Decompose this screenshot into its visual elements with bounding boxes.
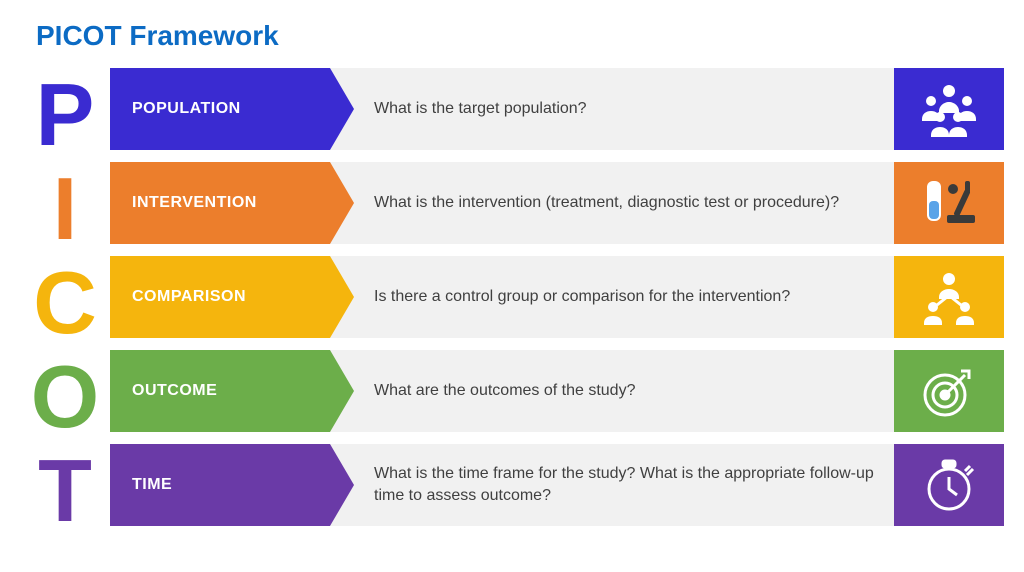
- letter-o: O: [20, 350, 110, 444]
- compare-icon: [894, 256, 1004, 338]
- label-arrow: COMPARISON: [110, 256, 330, 338]
- page-title: PICOT Framework: [0, 0, 1024, 68]
- arrow-icon: [330, 162, 354, 244]
- target-icon: [894, 350, 1004, 432]
- letter-p: P: [20, 68, 110, 162]
- label-arrow: POPULATION: [110, 68, 330, 150]
- letter-c: C: [20, 256, 110, 350]
- row-description: What is the intervention (treatment, dia…: [330, 162, 894, 244]
- picot-diagram: P I C O T POPULATION What is the target …: [0, 68, 1024, 538]
- row-comparison: COMPARISON Is there a control group or c…: [110, 256, 1004, 338]
- label-arrow: TIME: [110, 444, 330, 526]
- row-population: POPULATION What is the target population…: [110, 68, 1004, 150]
- letter-t: T: [20, 444, 110, 538]
- row-label: COMPARISON: [110, 256, 330, 338]
- acronym-column: P I C O T: [20, 68, 110, 538]
- row-label: INTERVENTION: [110, 162, 330, 244]
- row-description: What is the target population?: [330, 68, 894, 150]
- arrow-icon: [330, 350, 354, 432]
- label-arrow: INTERVENTION: [110, 162, 330, 244]
- letter-i: I: [20, 162, 110, 256]
- arrow-icon: [330, 444, 354, 526]
- row-outcome: OUTCOME What are the outcomes of the stu…: [110, 350, 1004, 432]
- row-description: Is there a control group or comparison f…: [330, 256, 894, 338]
- people-icon: [894, 68, 1004, 150]
- row-description: What are the outcomes of the study?: [330, 350, 894, 432]
- row-intervention: INTERVENTION What is the intervention (t…: [110, 162, 1004, 244]
- row-time: TIME What is the time frame for the stud…: [110, 444, 1004, 526]
- arrow-icon: [330, 68, 354, 150]
- row-description: What is the time frame for the study? Wh…: [330, 444, 894, 526]
- lab-icon: [894, 162, 1004, 244]
- row-label: TIME: [110, 444, 330, 526]
- clock-icon: [894, 444, 1004, 526]
- label-arrow: OUTCOME: [110, 350, 330, 432]
- row-label: POPULATION: [110, 68, 330, 150]
- rows-container: POPULATION What is the target population…: [110, 68, 1004, 538]
- arrow-icon: [330, 256, 354, 338]
- row-label: OUTCOME: [110, 350, 330, 432]
